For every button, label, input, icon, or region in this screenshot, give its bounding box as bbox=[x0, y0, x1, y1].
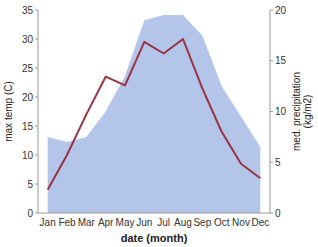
y-tick-label: 10 bbox=[22, 150, 34, 161]
y-tick bbox=[35, 126, 38, 127]
y2-tick-label: 15 bbox=[275, 55, 287, 66]
y-tick bbox=[35, 213, 38, 214]
x-tick-label: Aug bbox=[174, 217, 192, 228]
chart: 0 5 10 15 20 25 30 35 0 5 10 15 20 JanFebMarAprMayJun… bbox=[0, 0, 318, 247]
precipitation-area bbox=[48, 15, 261, 213]
left-axis-line bbox=[38, 10, 39, 213]
y2-tick-label: 5 bbox=[275, 157, 281, 168]
x-tick-label: Jul bbox=[157, 217, 170, 228]
y-tick bbox=[35, 155, 38, 156]
y2-axis-label: med. precipitation(kg/m2) bbox=[291, 72, 313, 151]
y2-tick bbox=[270, 111, 273, 112]
y2-tick bbox=[270, 60, 273, 61]
x-tick-label: Mar bbox=[78, 217, 96, 228]
y-tick bbox=[35, 10, 38, 11]
temperature-line bbox=[48, 39, 261, 190]
x-tick-label: Dec bbox=[251, 217, 269, 228]
y2-axis-label-line: med. precipitation bbox=[291, 72, 302, 151]
y-tick-label: 5 bbox=[27, 179, 33, 190]
y-tick bbox=[35, 184, 38, 185]
y2-axis-label-line: (kg/m2) bbox=[302, 95, 313, 129]
y2-tick bbox=[270, 10, 273, 11]
y2-tick-label: 0 bbox=[275, 208, 281, 219]
x-tick-label: Feb bbox=[58, 217, 76, 228]
plot-area bbox=[48, 15, 261, 213]
y-tick bbox=[35, 97, 38, 98]
y-tick-label: 25 bbox=[22, 63, 34, 74]
x-tick-label: Apr bbox=[98, 217, 114, 228]
y-tick bbox=[35, 39, 38, 40]
y2-tick bbox=[270, 162, 273, 163]
y-tick-label: 30 bbox=[22, 34, 34, 45]
y-tick-label: 20 bbox=[22, 92, 34, 103]
y2-tick bbox=[270, 213, 273, 214]
x-tick-label: May bbox=[116, 217, 135, 228]
y2-tick-label: 20 bbox=[275, 5, 287, 16]
y-tick-label: 15 bbox=[22, 121, 34, 132]
x-axis-label: date (month) bbox=[121, 232, 188, 244]
y-tick-label: 0 bbox=[27, 208, 33, 219]
x-tick-label: Oct bbox=[214, 217, 230, 228]
y-tick-label: 35 bbox=[22, 5, 34, 16]
x-axis-line bbox=[38, 213, 270, 214]
x-tick-label: Jun bbox=[136, 217, 152, 228]
y-axis-label: max temp (C) bbox=[3, 81, 14, 142]
x-tick-label: Jan bbox=[40, 217, 56, 228]
x-tick-label: Nov bbox=[232, 217, 250, 228]
y-tick bbox=[35, 68, 38, 69]
x-tick-label: Sep bbox=[193, 217, 211, 228]
y2-tick-label: 10 bbox=[275, 106, 287, 117]
